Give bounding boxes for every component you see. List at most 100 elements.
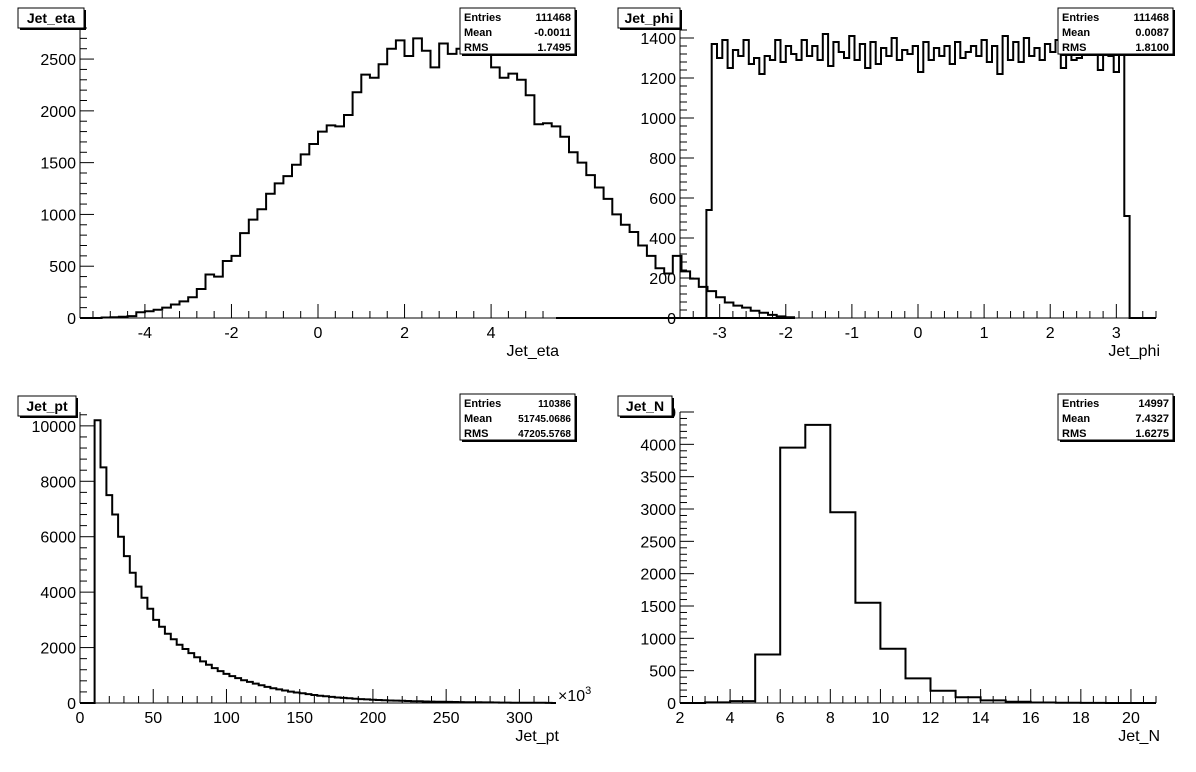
histogram-line <box>80 419 556 704</box>
x-tick-label: 0 <box>76 710 85 727</box>
stats-key: Entries <box>464 398 501 410</box>
stats-key: Entries <box>1062 398 1099 410</box>
x-tick-label: 2 <box>676 710 685 727</box>
x-tick-label: 1 <box>980 325 989 342</box>
y-tick-label: 6000 <box>40 530 76 547</box>
x-tick-label: -4 <box>138 325 152 342</box>
x-axis-label: Jet_pt <box>515 728 559 745</box>
stats-box <box>1057 7 1174 55</box>
x-tick-label: 250 <box>433 710 460 727</box>
stats-key: RMS <box>1062 428 1086 440</box>
stats-box <box>459 393 576 441</box>
x-axis-label: Jet_eta <box>507 343 560 360</box>
stats-value: 111468 <box>1134 12 1170 24</box>
stats-key: RMS <box>1062 42 1086 54</box>
chart-title: Jet_phi <box>624 10 673 26</box>
x-tick-label: 4 <box>487 325 496 342</box>
y-tick-label: 400 <box>649 231 676 248</box>
chart-title: Jet_N <box>626 398 664 414</box>
chart-title: Jet_eta <box>27 10 75 26</box>
title-box <box>617 395 673 417</box>
x-tick-label: 14 <box>972 710 990 727</box>
x-tick-label: 150 <box>286 710 313 727</box>
y-tick-label: 2500 <box>640 534 676 551</box>
stats-value: 111468 <box>536 12 572 24</box>
stats-key: Entries <box>464 12 501 24</box>
stats-key: Mean <box>1062 413 1090 425</box>
x-tick-label: 2 <box>400 325 409 342</box>
stats-key: Entries <box>1062 12 1099 24</box>
stats-value: 110386 <box>538 399 571 410</box>
y-tick-label: 1400 <box>640 31 676 48</box>
x-tick-label: 100 <box>213 710 240 727</box>
stats-value: 47205.5768 <box>518 429 571 440</box>
y-tick-label: 500 <box>649 664 676 681</box>
y-tick-label: 0 <box>67 696 76 713</box>
x-tick-label: -3 <box>713 325 727 342</box>
chart-panel-jet_pt: 0 2000 4000 6000 8000 10000 0 50 100 150 200 250 300… <box>17 393 591 745</box>
stats-value: -0.0011 <box>534 27 571 39</box>
stats-value: 1.8100 <box>1135 42 1169 54</box>
histogram-line <box>680 33 1156 319</box>
histogram-line <box>680 423 1156 704</box>
stats-key: Mean <box>464 413 492 425</box>
x-tick-label: -2 <box>224 325 238 342</box>
y-tick-label: 2000 <box>640 567 676 584</box>
y-tick-label: 3500 <box>640 470 676 487</box>
title-box <box>17 7 85 29</box>
x-tick-label: 50 <box>144 710 162 727</box>
x-tick-label: -2 <box>779 325 793 342</box>
stats-box <box>459 7 576 55</box>
stats-box <box>1057 393 1174 441</box>
y-tick-label: 2000 <box>40 641 76 658</box>
y-tick-label: 800 <box>649 151 676 168</box>
x-tick-label: 0 <box>914 325 923 342</box>
histogram-line <box>80 37 795 319</box>
x-tick-label: 16 <box>1022 710 1040 727</box>
x-tick-label: 4 <box>726 710 735 727</box>
y-tick-label: 0 <box>67 311 76 328</box>
y-tick-label: 1500 <box>640 599 676 616</box>
y-tick-label: 0 <box>667 696 676 713</box>
y-tick-label: 1500 <box>40 156 76 173</box>
stats-value: 0.0087 <box>1135 27 1169 39</box>
x-tick-label: 18 <box>1072 710 1090 727</box>
stats-value: 7.4327 <box>1135 413 1169 425</box>
x-axis-label: Jet_phi <box>1108 343 1160 360</box>
stats-value: 1.6275 <box>1135 428 1169 440</box>
stats-value: 1.7495 <box>537 42 571 54</box>
x-axis-multiplier-exponent: 3 <box>585 685 591 697</box>
y-tick-label: 0 <box>667 311 676 328</box>
x-tick-label: 0 <box>314 325 323 342</box>
stats-key: RMS <box>464 428 488 440</box>
title-box <box>17 395 77 417</box>
x-tick-label: 12 <box>922 710 940 727</box>
y-tick-label: 500 <box>49 259 76 276</box>
x-axis-label: Jet_N <box>1118 728 1160 745</box>
y-tick-label: 2500 <box>40 52 76 69</box>
y-tick-label: 4000 <box>40 585 76 602</box>
stats-key: Mean <box>1062 27 1090 39</box>
x-tick-label: 200 <box>360 710 387 727</box>
y-tick-label: 10000 <box>32 419 77 436</box>
title-box <box>617 7 681 29</box>
x-tick-label: 2 <box>1046 325 1055 342</box>
y-tick-label: 2000 <box>40 104 76 121</box>
y-tick-label: 8000 <box>40 474 76 491</box>
x-tick-label: 10 <box>872 710 890 727</box>
x-tick-label: -1 <box>845 325 859 342</box>
y-tick-label: 1200 <box>640 71 676 88</box>
x-tick-label: 6 <box>776 710 785 727</box>
x-tick-label: 300 <box>506 710 533 727</box>
stats-value: 14997 <box>1138 398 1169 410</box>
y-tick-label: 200 <box>649 271 676 288</box>
y-tick-label: 4000 <box>640 437 676 454</box>
y-tick-label: 1000 <box>640 111 676 128</box>
stats-key: RMS <box>464 42 488 54</box>
stats-key: Mean <box>464 27 492 39</box>
y-tick-label: 1000 <box>40 207 76 224</box>
stats-value: 51745.0686 <box>518 414 571 425</box>
